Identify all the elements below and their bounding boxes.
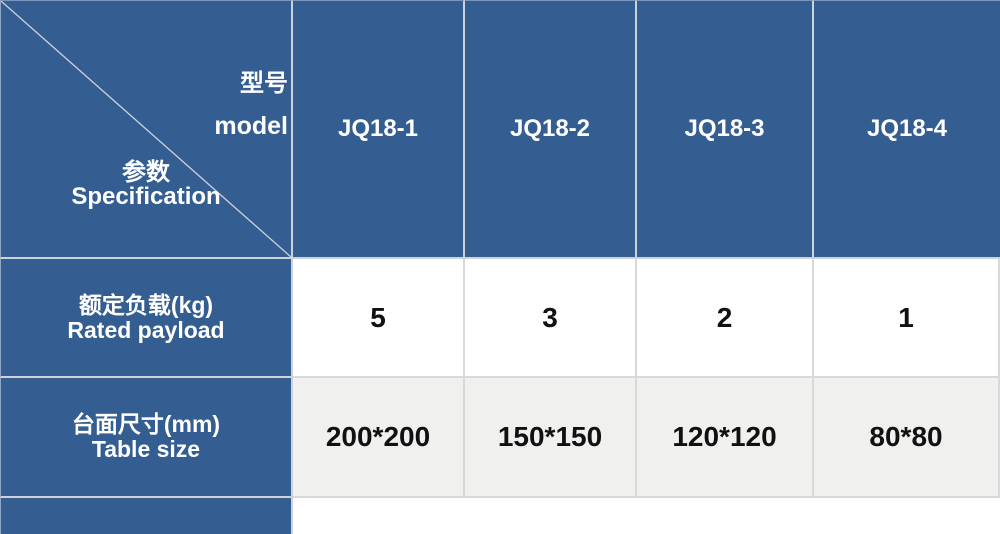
column-header-label: JQ18-1: [337, 115, 419, 142]
row-label-zh: 额定负载(kg): [78, 291, 214, 318]
row-label-partial: [0, 498, 293, 534]
column-header-label: JQ18-3: [684, 115, 765, 142]
column-header-jq18-2: JQ18-2: [465, 0, 637, 259]
column-header-label: JQ18-4: [866, 115, 948, 142]
column-header-jq18-3: JQ18-3: [637, 0, 814, 259]
value-text: 5: [370, 301, 386, 333]
column-header-jq18-4: JQ18-4: [814, 0, 1000, 259]
value-text: 120*120: [672, 421, 777, 452]
value-text: 3: [542, 301, 558, 333]
column-header-jq18-1: JQ18-1: [293, 0, 465, 259]
corner-spec-en: Specification: [71, 183, 221, 210]
row-label-rated-payload: 额定负载(kg) Rated payload: [0, 259, 293, 378]
corner-model-zh: 型号: [240, 70, 288, 97]
value-text: 2: [716, 301, 733, 333]
value-cell: 200*200: [293, 378, 465, 498]
corner-model-en: model: [214, 112, 288, 140]
row-label-zh: 台面尺寸(mm): [71, 411, 221, 437]
value-text: 200*200: [325, 421, 431, 452]
diagonal-divider-line: [1, 1, 291, 257]
corner-spec-label: 参数 Specification: [1, 161, 291, 209]
row-label-en: Table size: [91, 436, 201, 462]
value-cell: 2: [637, 259, 814, 378]
value-cell: 1: [814, 259, 1000, 378]
value-cell: 150*150: [465, 378, 637, 498]
value-cell: 5: [293, 259, 465, 378]
value-text: 150*150: [497, 421, 603, 452]
row-label-table-size: 台面尺寸(mm) Table size: [0, 378, 293, 498]
row-label-en: Rated payload: [67, 316, 225, 343]
corner-model-label: 型号 model: [214, 70, 288, 140]
value-cell: 3: [465, 259, 637, 378]
value-cell: 120*120: [637, 378, 814, 498]
partial-row-area: [293, 498, 1000, 534]
value-text: 1: [898, 301, 914, 333]
corner-header-cell: 型号 model 参数 Specification: [0, 0, 293, 259]
value-cell: 80*80: [814, 378, 1000, 498]
column-header-label: JQ18-2: [509, 115, 591, 142]
value-text: 80*80: [869, 421, 943, 452]
corner-spec-zh: 参数: [122, 159, 170, 186]
